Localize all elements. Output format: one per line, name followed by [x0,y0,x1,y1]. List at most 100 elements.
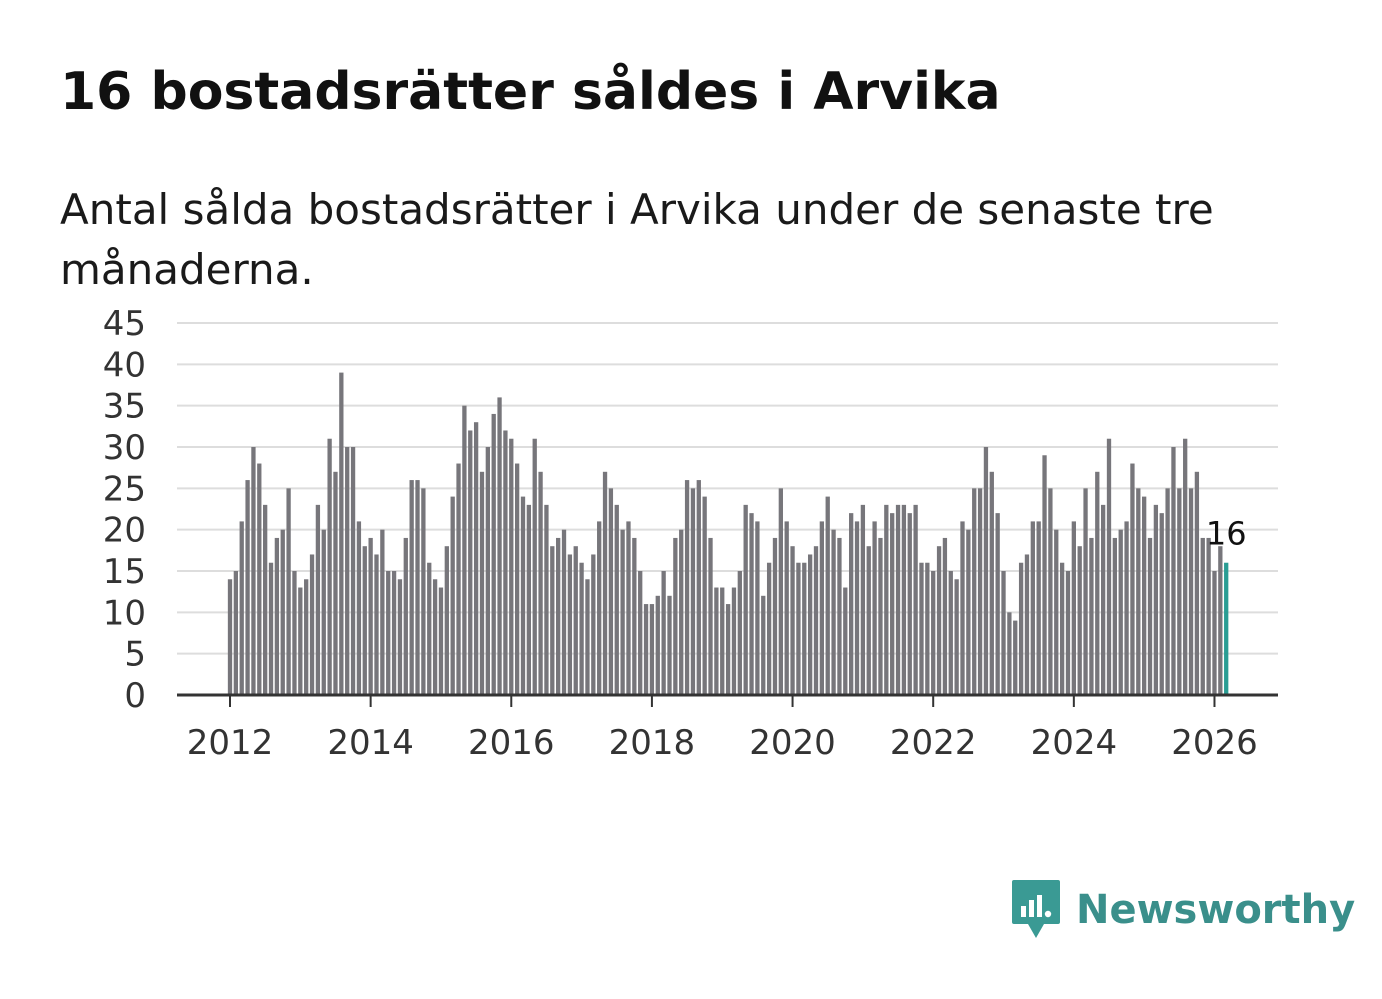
bar [309,554,315,695]
bar [901,504,907,695]
bar [538,471,543,695]
bar [1007,612,1012,695]
bar [391,571,397,695]
bar [286,488,291,695]
bar [415,480,420,695]
bar [720,587,725,695]
bar [1054,529,1059,695]
bar [989,471,994,695]
bar [626,521,631,695]
bar [544,504,549,695]
bar [655,595,660,695]
bar [608,488,614,695]
bar [315,504,321,695]
bar [1218,546,1223,695]
bar [579,562,584,695]
x-tick-label: 2018 [609,723,696,763]
bar [491,413,496,695]
bar [1130,463,1135,695]
bar [497,397,502,695]
bar [298,587,303,695]
bar [673,537,678,695]
bar [550,546,555,695]
bar [1142,496,1147,695]
bar [526,504,532,695]
bar [350,447,356,695]
bar [520,496,526,695]
bar [462,405,467,695]
bar [831,529,836,695]
bar [268,562,274,695]
bar [1071,521,1076,695]
bar [802,562,807,695]
bar [339,372,344,695]
y-tick-label: 0 [124,676,146,716]
chart-title: 16 bostadsrätter såldes i Arvika [60,62,1001,122]
bar [591,554,596,695]
bar [1059,562,1065,695]
bar [1200,537,1205,695]
bar [263,504,268,695]
bar [620,529,625,695]
bar [409,480,414,695]
bars [227,372,1229,695]
bar [725,604,731,695]
bar [895,504,901,695]
y-tick-label: 5 [124,635,146,675]
bar [983,447,989,695]
bar [977,488,983,695]
bar [1165,488,1170,695]
bar [473,422,479,695]
bar [778,488,783,695]
bar [532,438,537,695]
chart-subtitle: Antal sålda bostadsrätter i Arvika under… [60,185,1214,294]
bar [948,571,953,695]
bar [708,537,713,695]
bar [251,447,256,695]
bar [684,480,690,695]
bar [227,579,233,695]
bar [1013,620,1018,695]
bar [380,529,385,695]
bar [585,579,590,695]
bar [1100,504,1106,695]
bar [1212,571,1217,695]
bar [233,571,239,695]
bar [860,504,866,695]
newsworthy-logo-icon [1012,880,1060,938]
bar [257,463,262,695]
bar [327,438,332,695]
bar [403,537,408,695]
bar [796,562,801,695]
bar [755,521,760,695]
x-tick-label: 2012 [187,723,274,763]
x-tick-label: 2020 [749,723,836,763]
bar [784,521,789,695]
bar [1147,537,1153,695]
bar [1136,488,1141,695]
newsworthy-logo-text: Newsworthy [1076,887,1356,933]
bar [1106,438,1112,695]
bar [614,504,619,695]
bar [597,521,602,695]
bar [632,537,637,695]
bar [878,537,883,695]
bar [503,430,508,695]
bar [556,537,561,695]
bar [731,587,737,695]
bar [567,554,573,695]
bar [825,496,830,695]
bar [292,571,297,695]
bar [321,529,326,695]
bar [1183,438,1188,695]
bar [936,546,942,695]
bar [573,546,578,695]
bar [427,562,432,695]
bar [807,554,813,695]
bar [696,480,701,695]
bar [1124,521,1129,695]
bar [772,537,778,695]
bar [854,521,860,695]
